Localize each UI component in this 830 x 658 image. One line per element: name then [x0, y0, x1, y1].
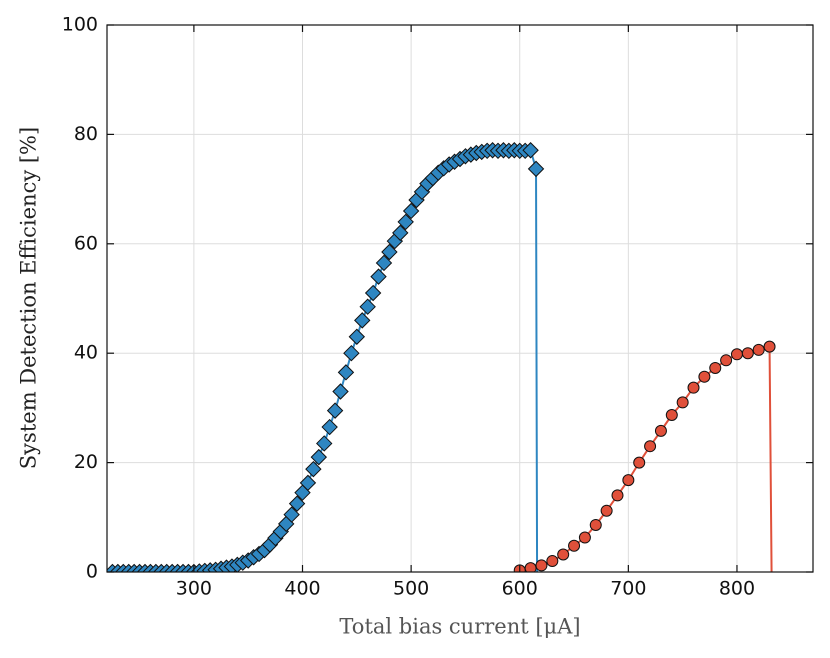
data-point [392, 224, 409, 242]
data-point [402, 202, 420, 220]
data-point [763, 340, 776, 353]
data-point [354, 312, 371, 329]
data-point [397, 213, 414, 231]
data-point [310, 448, 328, 466]
data-point [535, 559, 548, 572]
data-point [644, 440, 657, 453]
data-point [730, 348, 743, 361]
data-point [698, 370, 711, 383]
data-point [600, 504, 613, 517]
x-axis-label: Total bias current [μA] [339, 615, 580, 639]
axes: 300 400 500 600 700 800 0 20 40 60 80 100 [62, 14, 813, 600]
data-point [546, 555, 559, 568]
y-tick-label: 60 [74, 232, 98, 254]
data-point [557, 548, 570, 561]
data-point [687, 381, 700, 394]
data-point [321, 418, 338, 436]
data-point [654, 424, 667, 437]
data-point [611, 489, 624, 502]
data-point [326, 402, 344, 419]
data-point [676, 396, 689, 409]
data-point [348, 328, 366, 345]
x-tick-label: 700 [610, 578, 646, 600]
data-point [337, 364, 355, 381]
data-point [305, 460, 322, 478]
data-point [343, 344, 360, 362]
data-point [288, 495, 306, 512]
data-point [375, 254, 393, 272]
data-point [720, 354, 733, 367]
y-tick-label: 80 [74, 123, 98, 145]
data-point [381, 243, 398, 261]
plot-area [107, 142, 776, 572]
data-point [527, 160, 545, 178]
y-tick-label: 100 [62, 14, 98, 36]
y-tick-label: 20 [74, 451, 98, 473]
data-point [568, 539, 581, 552]
data-point [283, 506, 300, 523]
y-tick-label: 40 [74, 342, 98, 364]
data-point [665, 409, 678, 422]
data-point [752, 343, 765, 356]
data-point [370, 268, 387, 285]
data-point [578, 531, 591, 544]
y-tick-label: 0 [86, 561, 98, 583]
data-point [299, 474, 317, 492]
data-point [359, 298, 376, 315]
x-tick-label: 800 [719, 578, 755, 600]
data-point [316, 435, 333, 452]
y-axis-label: System Detection Efficiency [%] [17, 127, 41, 469]
data-point [364, 284, 382, 302]
x-tick-label: 300 [176, 578, 212, 600]
data-point [622, 474, 635, 487]
data-point [633, 456, 646, 469]
data-point [524, 562, 537, 572]
data-point [589, 518, 602, 531]
data-point [709, 361, 722, 374]
x-tick-label: 600 [502, 578, 538, 600]
data-point [522, 142, 539, 159]
axes-frame [106, 24, 814, 573]
data-point [741, 347, 754, 360]
data-point [332, 383, 349, 400]
x-tick-label: 500 [393, 578, 429, 600]
x-tick-label: 400 [284, 578, 320, 600]
